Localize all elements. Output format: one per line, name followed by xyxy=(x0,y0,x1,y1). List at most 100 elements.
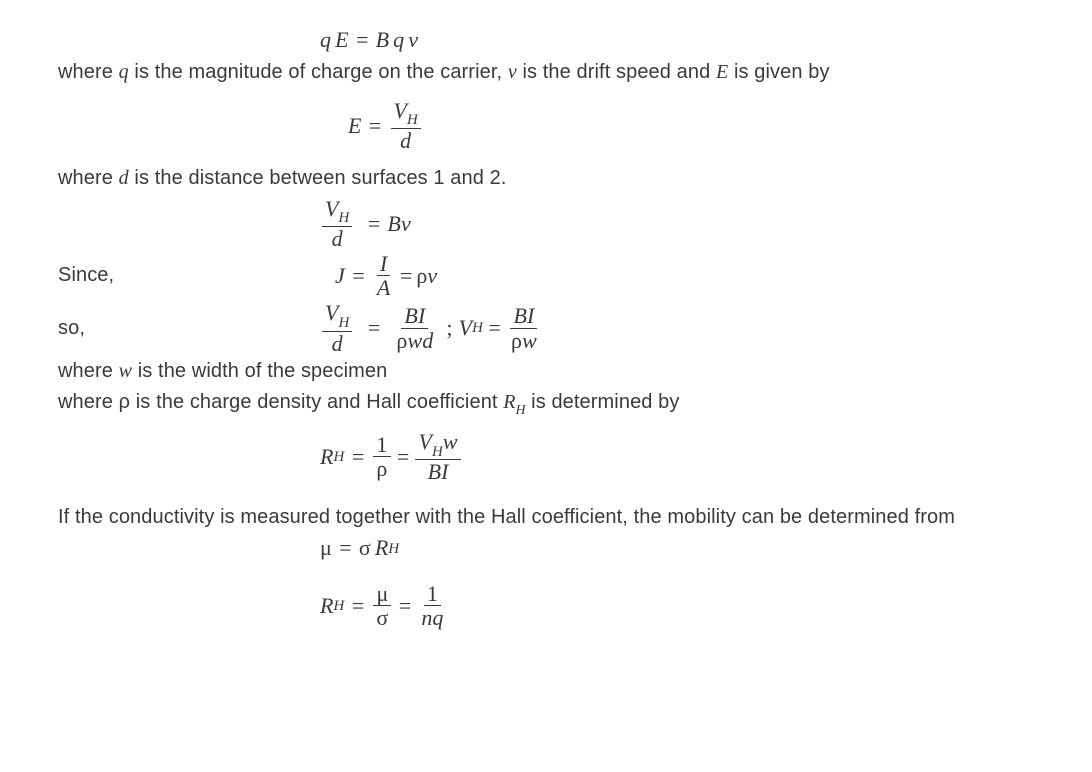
p5-t1: If the conductivity is measured together… xyxy=(58,506,955,528)
p1-t2: is the magnitude of charge on the carrie… xyxy=(129,61,508,83)
eq2-E: E xyxy=(348,110,362,142)
r5-H2: H xyxy=(472,318,483,340)
row-so-VH: so, VH d = BI ρwd ; VH = BI ρw xyxy=(58,301,1034,354)
r4-rhov: ρv xyxy=(416,260,437,292)
r5-BI1: BI xyxy=(401,304,428,328)
eq8-eq2: = xyxy=(393,590,416,622)
eq2-den: d xyxy=(397,129,414,152)
p1-t3: is the drift speed and xyxy=(517,61,716,83)
eq6-eq1: = xyxy=(344,441,371,473)
eq2-eq: = xyxy=(362,110,389,142)
eq7-R: R xyxy=(375,532,389,564)
r4-eq1: = xyxy=(345,260,372,292)
p4-R: R xyxy=(503,391,515,413)
eq2-num-V: V xyxy=(394,98,408,123)
since-label: Since, xyxy=(58,261,320,290)
r5-H1: H xyxy=(339,315,350,331)
eq8-num2: 1 xyxy=(424,582,441,606)
p1-t1: where xyxy=(58,61,119,83)
eq3-den: d xyxy=(329,227,346,250)
eq6-frac1: 1 ρ xyxy=(373,433,390,480)
eq6-R: R xyxy=(320,441,334,473)
eq8-R: R xyxy=(320,590,334,622)
eq7-eq: = xyxy=(332,532,359,564)
r5-BI2: BI xyxy=(510,304,537,328)
eq8-H: H xyxy=(334,596,345,618)
eq6-H: H xyxy=(334,447,345,469)
r5-sep: ; xyxy=(446,312,452,344)
p1-q: q xyxy=(119,61,129,83)
eq7-sigma: σ xyxy=(359,532,371,564)
eq8-eq1: = xyxy=(344,590,371,622)
p1-t4: is given by xyxy=(728,61,829,83)
p1-v: v xyxy=(508,61,517,83)
p4-t2: is determined by xyxy=(526,391,680,413)
eq3-Bv: Bv xyxy=(387,208,410,240)
eq8-frac1: μ σ xyxy=(373,582,391,629)
r5-eq2: = xyxy=(483,312,506,344)
eq6-Hs: H xyxy=(432,444,443,460)
equation-RH-1rho-VHw-BI: RH = 1 ρ = VHw BI xyxy=(58,430,1034,483)
equation-J-IA-rhov: J = I A = ρv xyxy=(320,252,437,299)
eq3-num-H: H xyxy=(339,210,350,226)
para-where-q: where q is the magnitude of charge on th… xyxy=(58,58,1034,87)
p4-t1: where ρ is the charge density and Hall c… xyxy=(58,391,503,413)
r5-frac2: BI ρwd xyxy=(393,304,436,351)
so-label: so, xyxy=(58,314,320,343)
equation-VHd-BI-rhowd: VH d = BI ρwd ; VH = BI ρw xyxy=(320,301,542,354)
eq1-E: E xyxy=(335,24,349,56)
eq7-H: H xyxy=(388,539,399,561)
p1-E: E xyxy=(716,61,728,83)
para-where-w: where w is the width of the specimen xyxy=(58,357,1034,386)
document-page: q E = B q v where q is the magnitude of … xyxy=(0,0,1092,772)
r4-J: J xyxy=(335,260,345,292)
eq8-frac2: 1 nq xyxy=(418,582,446,629)
eq1-q: q xyxy=(320,24,331,56)
eq1-v: v xyxy=(408,24,418,56)
r5-V2: V xyxy=(459,312,473,344)
r4-eq2: = xyxy=(395,260,416,292)
p2-t2: is the distance between surfaces 1 and 2… xyxy=(129,167,507,189)
eq6-V: V xyxy=(418,429,432,454)
r5-V1: V xyxy=(325,300,339,325)
p3-w: w xyxy=(119,360,132,382)
eq1-B: B xyxy=(376,24,390,56)
para-where-rho: where ρ is the charge density and Hall c… xyxy=(58,388,1034,419)
p4-H: H xyxy=(516,402,526,417)
eq8-num1: μ xyxy=(373,582,391,606)
r5-frac1: VH d xyxy=(322,301,352,354)
eq7-mu: μ xyxy=(320,532,332,564)
row-since-J: Since, J = I A = ρv xyxy=(58,252,1034,299)
eq6-den1: ρ xyxy=(373,457,390,480)
r5-eq1: = xyxy=(366,312,381,344)
para-where-d: where d is the distance between surfaces… xyxy=(58,164,1034,193)
eq3-num-V: V xyxy=(325,196,339,221)
eq6-frac2: VHw BI xyxy=(415,430,460,483)
r5-d1: d xyxy=(329,332,346,355)
equation-VHd-Bv: VH d = Bv xyxy=(58,197,1034,250)
eq6-w: w xyxy=(443,429,458,454)
p2-t1: where xyxy=(58,167,119,189)
eq8-den2: nq xyxy=(418,606,446,629)
equation-E-VH-over-d: E = VH d xyxy=(58,99,1034,152)
eq1-q2: q xyxy=(393,24,404,56)
eq2-frac: VH d xyxy=(391,99,421,152)
eq3-eq: = xyxy=(366,208,381,240)
eq8-den1: σ xyxy=(373,606,391,629)
r5-frac3: BI ρw xyxy=(508,304,540,351)
eq1-eq: = xyxy=(349,24,376,56)
eq6-num1: 1 xyxy=(373,433,390,457)
para-conductivity: If the conductivity is measured together… xyxy=(58,503,1034,532)
equation-mu-sigma-RH: μ = σ RH xyxy=(58,532,1034,564)
eq6-eq2: = xyxy=(393,441,414,473)
equation-qE-Bqv: q E = B q v xyxy=(58,24,1034,56)
equation-RH-mu-sigma-1nq: RH = μ σ = 1 nq xyxy=(58,582,1034,629)
r4-frac: I A xyxy=(374,252,394,299)
p3-t1: where xyxy=(58,360,119,382)
p2-d: d xyxy=(119,167,129,189)
eq6-den2: BI xyxy=(425,460,452,483)
eq3-frac: VH d xyxy=(322,197,352,250)
r4-num: I xyxy=(377,252,390,276)
eq2-num-H: H xyxy=(407,112,418,128)
r4-den: A xyxy=(374,276,394,299)
